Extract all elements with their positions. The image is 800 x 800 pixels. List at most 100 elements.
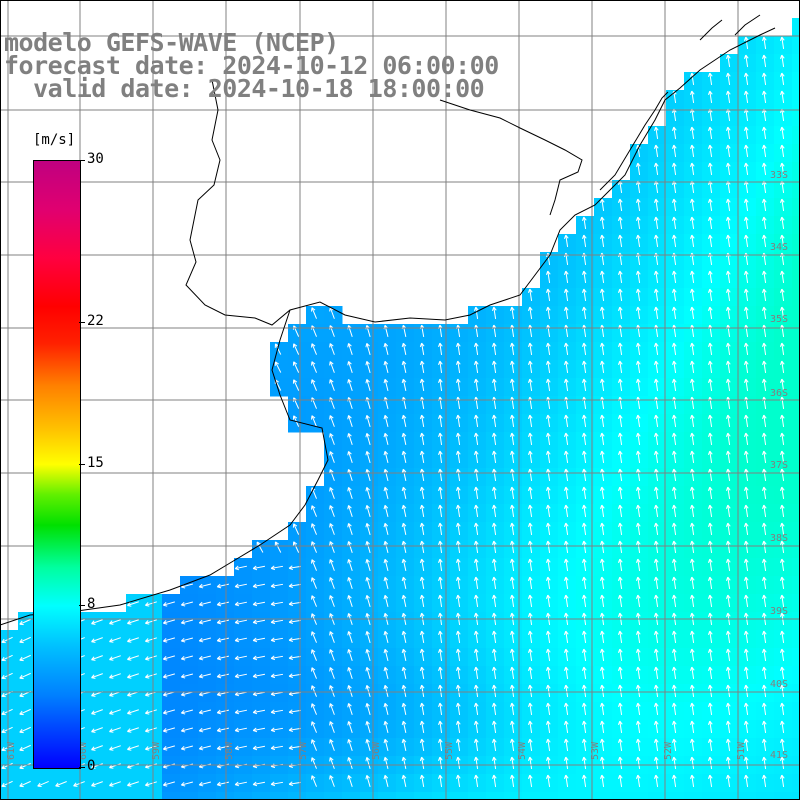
wind-arrow xyxy=(635,450,641,464)
wind-arrow xyxy=(599,270,605,284)
wind-arrow xyxy=(198,619,212,625)
wind-arrow xyxy=(527,378,533,392)
field-cell xyxy=(792,288,800,307)
wind-arrow xyxy=(527,540,533,554)
wind-arrow xyxy=(725,576,731,590)
wind-arrow xyxy=(779,522,785,536)
wind-arrow xyxy=(347,739,353,751)
wind-arrow xyxy=(401,756,407,770)
wind-arrow xyxy=(707,414,713,428)
wind-arrow xyxy=(527,720,533,734)
wind-arrow xyxy=(581,576,587,590)
wind-arrow xyxy=(180,619,193,625)
wind-arrow xyxy=(438,594,443,608)
colorbar-tick-mark xyxy=(79,463,85,465)
wind-arrow xyxy=(671,594,677,608)
lat-label: 38S xyxy=(770,533,788,544)
wind-arrow xyxy=(545,684,551,698)
wind-arrow xyxy=(743,270,749,284)
wind-arrow xyxy=(653,162,659,176)
field-cell xyxy=(288,792,307,800)
wind-arrow xyxy=(127,781,139,787)
wind-arrow xyxy=(563,360,569,374)
wind-arrow xyxy=(509,720,515,734)
wind-arrow xyxy=(365,666,371,679)
wind-arrow xyxy=(1,672,13,680)
wind-arrow xyxy=(455,648,461,662)
wind-arrow xyxy=(198,583,212,589)
wind-arrow xyxy=(198,727,212,733)
wind-arrow xyxy=(455,576,461,590)
wind-arrow xyxy=(689,522,695,536)
wind-arrow xyxy=(689,162,695,176)
wind-arrow xyxy=(419,522,425,536)
wind-arrow xyxy=(581,306,587,320)
wind-arrow xyxy=(509,522,515,536)
wind-arrow xyxy=(545,342,551,356)
lat-label: 36S xyxy=(770,388,788,399)
wind-arrow xyxy=(252,565,266,571)
wind-arrow xyxy=(234,781,248,787)
wind-arrow xyxy=(707,738,713,752)
wind-arrow xyxy=(725,684,731,698)
wind-arrow xyxy=(509,594,515,608)
wind-arrow xyxy=(216,619,230,625)
wind-arrow xyxy=(527,594,533,608)
wind-arrow xyxy=(545,504,551,518)
field-cell xyxy=(792,558,800,577)
wind-arrow xyxy=(635,648,641,662)
wind-arrow xyxy=(599,486,605,500)
wind-arrow xyxy=(689,432,695,446)
wind-arrow xyxy=(743,414,749,428)
wind-arrow xyxy=(527,738,533,752)
wind-arrow xyxy=(91,727,103,733)
wind-arrow xyxy=(216,745,230,751)
field-cell xyxy=(108,792,127,800)
wind-arrow xyxy=(617,342,623,356)
wind-arrow xyxy=(671,414,677,428)
wind-arrow xyxy=(761,414,767,428)
wind-arrow xyxy=(438,504,443,518)
wind-arrow xyxy=(671,522,677,536)
wind-arrow xyxy=(419,576,425,590)
field-cell xyxy=(792,162,800,181)
wind-arrow xyxy=(743,288,749,302)
wind-arrow xyxy=(365,720,371,733)
wind-arrow xyxy=(473,432,479,446)
wind-arrow xyxy=(671,162,677,176)
wind-arrow xyxy=(288,655,302,661)
field-cell xyxy=(792,504,800,523)
field-cell xyxy=(792,576,800,595)
wind-arrow xyxy=(292,541,300,553)
wind-arrow xyxy=(438,486,443,500)
wind-arrow xyxy=(545,594,551,608)
field-cell xyxy=(720,792,739,800)
wind-arrow xyxy=(234,637,248,643)
field-cell xyxy=(342,792,361,800)
field-cell xyxy=(432,792,451,800)
wind-arrow xyxy=(329,577,335,589)
wind-arrow xyxy=(455,468,461,482)
field-cell xyxy=(630,792,649,800)
wind-arrow xyxy=(725,720,731,734)
lat-label: 39S xyxy=(770,606,788,617)
wind-arrow xyxy=(383,360,389,374)
wind-arrow xyxy=(581,558,587,572)
wind-arrow xyxy=(779,306,785,320)
wind-arrow xyxy=(527,414,533,428)
wind-arrow xyxy=(707,504,713,518)
wind-arrow xyxy=(761,36,767,50)
wind-arrow xyxy=(563,774,569,788)
wind-arrow xyxy=(563,558,569,572)
field-cell xyxy=(792,72,800,91)
field-cell xyxy=(792,594,800,613)
wind-arrow xyxy=(707,144,713,158)
wind-arrow xyxy=(653,414,659,428)
wind-arrow xyxy=(180,655,193,661)
wind-arrow xyxy=(347,487,353,499)
wind-arrow xyxy=(252,601,266,607)
wind-arrow xyxy=(509,306,515,320)
wind-arrow xyxy=(473,504,479,518)
field-cell xyxy=(792,774,800,793)
wind-arrow xyxy=(527,630,533,644)
